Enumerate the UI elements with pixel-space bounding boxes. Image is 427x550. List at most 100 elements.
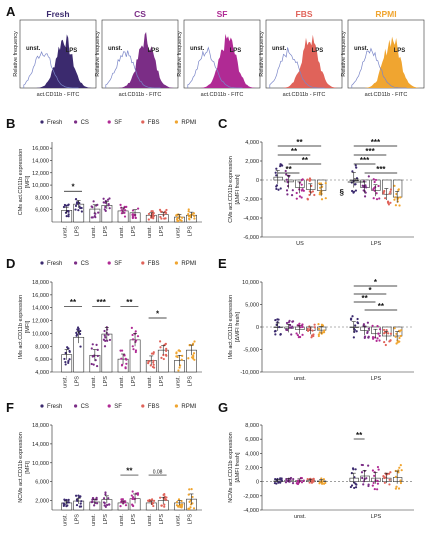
panel-c-sig-label: *** bbox=[371, 138, 381, 147]
panel-b-point bbox=[176, 216, 180, 220]
panel-c-point bbox=[397, 188, 400, 192]
panel-c-point bbox=[301, 178, 304, 181]
panel-f-point bbox=[104, 491, 107, 494]
panel-d-point bbox=[148, 360, 151, 363]
panel-c-point bbox=[306, 198, 309, 201]
panel-c-point bbox=[284, 169, 287, 173]
panel-c-point bbox=[320, 192, 323, 195]
panel-d-point bbox=[106, 328, 109, 331]
panel-e-point bbox=[290, 333, 293, 336]
panel-e-x-tick-label: LPS bbox=[371, 376, 382, 382]
panel-e-point bbox=[295, 332, 298, 335]
panel-g-point bbox=[397, 487, 401, 490]
panel-f-point bbox=[108, 503, 111, 506]
panel-g-point bbox=[284, 481, 288, 484]
panel-e-point bbox=[396, 339, 399, 342]
panel-e-point bbox=[318, 331, 321, 334]
panel-d-point bbox=[152, 359, 155, 362]
panel-e-point bbox=[291, 320, 294, 323]
panel-d-point bbox=[159, 346, 162, 349]
panel-e-point bbox=[376, 324, 379, 328]
panel-b-point bbox=[187, 208, 190, 211]
panel-b-point bbox=[102, 201, 105, 204]
panel-e-point bbox=[310, 334, 314, 337]
panel-b-point bbox=[175, 214, 178, 217]
panel-c-point bbox=[362, 185, 365, 189]
legend-label-fbs: FBS bbox=[148, 261, 160, 267]
panel-e-sig-label: * bbox=[368, 286, 372, 295]
panel-label-F: F bbox=[6, 400, 14, 415]
panel-c-point bbox=[388, 192, 391, 195]
panel-c-point bbox=[393, 184, 396, 187]
histogram-label-lps: LPS bbox=[230, 48, 242, 54]
panel-c-bar bbox=[392, 179, 403, 198]
panel-c-sig-label: ** bbox=[302, 156, 309, 165]
panel-d: 4,000 6,000 8,000 10,000 12,000 14,000 16,000 1… bbox=[18, 280, 202, 388]
panel-f-point bbox=[162, 493, 165, 497]
panel-f-point bbox=[63, 498, 66, 501]
panel-c-point bbox=[298, 195, 302, 198]
panel-g-y-tick-label: 2,000 bbox=[245, 466, 259, 472]
legend-label-rpmi: RPMI bbox=[181, 261, 196, 267]
panel-c-bar bbox=[316, 179, 327, 191]
histogram-label-lps: LPS bbox=[148, 48, 160, 54]
panel-b-point bbox=[65, 204, 68, 207]
panel-f: 2,000 6,000 10,000 14,000 18,000 NCMs act.CD1… bbox=[18, 423, 202, 526]
histogram-xlabel: act.CD11b - FITC bbox=[119, 92, 162, 98]
panel-f-point bbox=[176, 504, 180, 507]
panel-e-point bbox=[278, 325, 281, 329]
panel-e-point bbox=[371, 337, 375, 340]
panel-d-y-tick-label: 10,000 bbox=[32, 331, 49, 337]
panel-d-sig-label: ** bbox=[126, 298, 133, 307]
panel-f-point bbox=[79, 502, 82, 505]
panel-f-x-tick-label: unst. bbox=[175, 514, 181, 526]
panel-b-point bbox=[65, 215, 68, 218]
panel-d-point bbox=[159, 340, 162, 343]
legend-marker-rpmi bbox=[174, 404, 178, 408]
panel-c-y-tick-label: -4,000 bbox=[243, 216, 259, 222]
panel-b-y-tick-label: 8,000 bbox=[35, 195, 49, 201]
panel-c-point bbox=[300, 183, 303, 186]
panel-e-point bbox=[378, 339, 381, 342]
panel-g-point bbox=[320, 481, 324, 484]
panel-g-point bbox=[362, 483, 365, 486]
panel-d-point bbox=[135, 339, 138, 342]
histogram-title: FBS bbox=[296, 9, 313, 19]
panel-b-point bbox=[151, 213, 155, 216]
panel-c-y-tick-label: 4,000 bbox=[245, 140, 259, 146]
panel-e-point bbox=[288, 326, 291, 329]
panel-d-point bbox=[75, 333, 79, 336]
panel-d-point bbox=[103, 345, 107, 348]
legend-label-rpmi: RPMI bbox=[181, 120, 196, 126]
panel-b-point bbox=[74, 198, 78, 201]
panel-b-y-tick-label: 14,000 bbox=[32, 158, 49, 164]
panel-d-point bbox=[92, 363, 95, 366]
panel-e-point bbox=[317, 323, 320, 326]
panel-e-point bbox=[298, 322, 301, 325]
panel-g-point bbox=[399, 479, 402, 482]
histogram-unst-line bbox=[269, 47, 325, 89]
panel-d-point bbox=[180, 358, 183, 361]
panel-e-point bbox=[394, 335, 397, 338]
panel-c-y-tick-label: -6,000 bbox=[243, 235, 259, 241]
panel-c-point bbox=[320, 198, 324, 201]
panel-g-point bbox=[320, 477, 323, 480]
legend-marker-cs bbox=[74, 404, 78, 408]
panel-c-point bbox=[319, 182, 323, 185]
panel-f-x-tick-label: LPS bbox=[75, 514, 81, 525]
panel-f-point bbox=[94, 501, 97, 504]
panel-b-x-tick-label: unst. bbox=[147, 226, 153, 238]
panel-d-point bbox=[120, 364, 124, 367]
panel-b-x-tick-label: LPS bbox=[159, 226, 165, 237]
panel-g-point bbox=[360, 471, 364, 474]
panel-f-point bbox=[192, 507, 196, 510]
panel-b-point bbox=[90, 216, 93, 219]
panel-f-sig-label: 0.08 bbox=[153, 470, 163, 476]
panel-b-point bbox=[104, 205, 107, 209]
panel-f-x-tick-label: LPS bbox=[103, 514, 109, 525]
panel-g-bar bbox=[392, 477, 403, 482]
panel-f-point bbox=[119, 505, 122, 508]
panel-e-point bbox=[285, 321, 289, 325]
panel-f-point bbox=[191, 495, 194, 499]
panel-e-point bbox=[277, 318, 280, 321]
